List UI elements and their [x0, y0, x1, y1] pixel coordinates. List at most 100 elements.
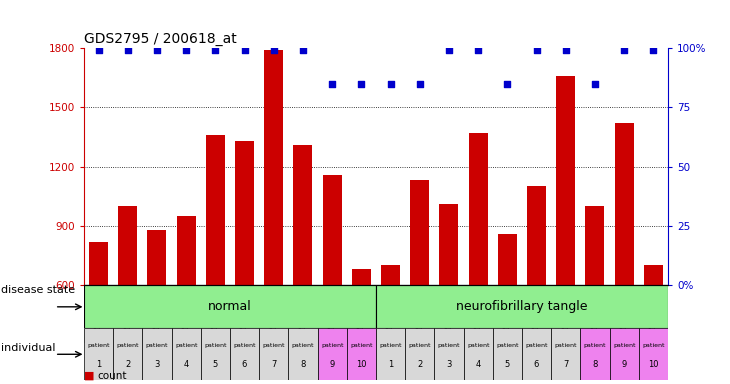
Point: [414, 81, 426, 87]
Bar: [610, 328, 639, 380]
Text: 9: 9: [621, 360, 627, 369]
Text: neurofibrillary tangle: neurofibrillary tangle: [456, 300, 588, 313]
Text: patient: patient: [321, 343, 343, 348]
Point: [151, 47, 163, 53]
Point: [122, 47, 134, 53]
Text: disease state: disease state: [1, 285, 76, 295]
Text: 10: 10: [356, 360, 366, 369]
Text: patient: patient: [175, 343, 197, 348]
Bar: [206, 135, 225, 285]
Point: [560, 47, 572, 53]
Text: patient: patient: [555, 343, 577, 348]
Text: patient: patient: [584, 343, 606, 348]
Text: 1: 1: [96, 360, 101, 369]
Text: 5: 5: [504, 360, 510, 369]
Text: 2: 2: [417, 360, 423, 369]
Text: normal: normal: [208, 300, 252, 313]
Bar: [352, 270, 371, 285]
Text: patient: patient: [467, 343, 489, 348]
Text: patient: patient: [204, 343, 226, 348]
Bar: [498, 234, 517, 285]
Bar: [551, 328, 580, 380]
Bar: [469, 133, 488, 285]
Text: 6: 6: [242, 360, 247, 369]
Point: [297, 47, 309, 53]
Text: 7: 7: [271, 360, 277, 369]
Bar: [201, 328, 230, 380]
Point: [326, 81, 338, 87]
Bar: [580, 328, 610, 380]
Text: 9: 9: [329, 360, 335, 369]
Text: patient: patient: [409, 343, 431, 348]
Text: 10: 10: [648, 360, 658, 369]
Text: patient: patient: [292, 343, 314, 348]
Point: [210, 47, 221, 53]
Bar: [615, 123, 634, 285]
Text: 4: 4: [475, 360, 481, 369]
Text: 8: 8: [592, 360, 598, 369]
Bar: [318, 328, 347, 380]
Bar: [381, 265, 400, 285]
Point: [356, 81, 367, 87]
Bar: [142, 328, 172, 380]
Text: count: count: [97, 371, 126, 381]
Bar: [376, 285, 668, 328]
Bar: [230, 328, 259, 380]
Text: 3: 3: [446, 360, 452, 369]
Bar: [527, 186, 546, 285]
Point: [531, 47, 542, 53]
Bar: [434, 328, 464, 380]
Bar: [89, 242, 108, 285]
Point: [648, 47, 659, 53]
Text: 7: 7: [563, 360, 569, 369]
Point: [618, 47, 630, 53]
Bar: [84, 328, 113, 380]
Point: [385, 81, 396, 87]
Bar: [410, 180, 429, 285]
Point: [443, 47, 455, 53]
Text: patient: patient: [146, 343, 168, 348]
Bar: [177, 216, 196, 285]
Text: 5: 5: [212, 360, 218, 369]
Bar: [172, 328, 201, 380]
Bar: [259, 328, 288, 380]
Bar: [113, 328, 142, 380]
Point: [268, 47, 280, 53]
Bar: [464, 328, 493, 380]
Text: 8: 8: [300, 360, 306, 369]
Bar: [439, 204, 458, 285]
Bar: [639, 328, 668, 380]
Bar: [235, 141, 254, 285]
Point: [239, 47, 250, 53]
Text: patient: patient: [526, 343, 548, 348]
Bar: [376, 328, 405, 380]
Text: patient: patient: [642, 343, 664, 348]
Bar: [644, 265, 663, 285]
Text: 1: 1: [388, 360, 393, 369]
Bar: [347, 328, 376, 380]
Text: individual: individual: [1, 343, 56, 353]
Text: 6: 6: [534, 360, 539, 369]
Point: [589, 81, 601, 87]
Bar: [288, 328, 318, 380]
Bar: [264, 50, 283, 285]
Bar: [493, 328, 522, 380]
Title: GDS2795 / 200618_at: GDS2795 / 200618_at: [84, 31, 237, 46]
Text: patient: patient: [234, 343, 255, 348]
Bar: [323, 175, 342, 285]
Bar: [585, 206, 604, 285]
Point: [93, 47, 104, 53]
Text: patient: patient: [88, 343, 110, 348]
Bar: [118, 206, 137, 285]
Text: 4: 4: [183, 360, 189, 369]
Text: patient: patient: [263, 343, 285, 348]
Point: [472, 47, 484, 53]
Text: patient: patient: [613, 343, 635, 348]
Text: ■: ■: [84, 371, 94, 381]
Point: [180, 47, 192, 53]
Bar: [84, 285, 376, 328]
Text: patient: patient: [438, 343, 460, 348]
Text: patient: patient: [380, 343, 402, 348]
Text: patient: patient: [496, 343, 518, 348]
Text: 2: 2: [125, 360, 131, 369]
